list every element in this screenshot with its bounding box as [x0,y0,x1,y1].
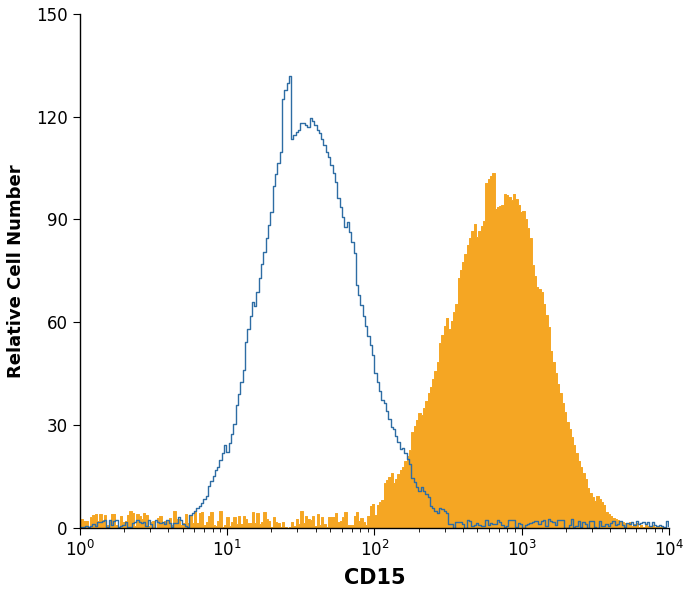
X-axis label: CD15: CD15 [343,568,405,588]
Y-axis label: Relative Cell Number: Relative Cell Number [7,164,25,378]
